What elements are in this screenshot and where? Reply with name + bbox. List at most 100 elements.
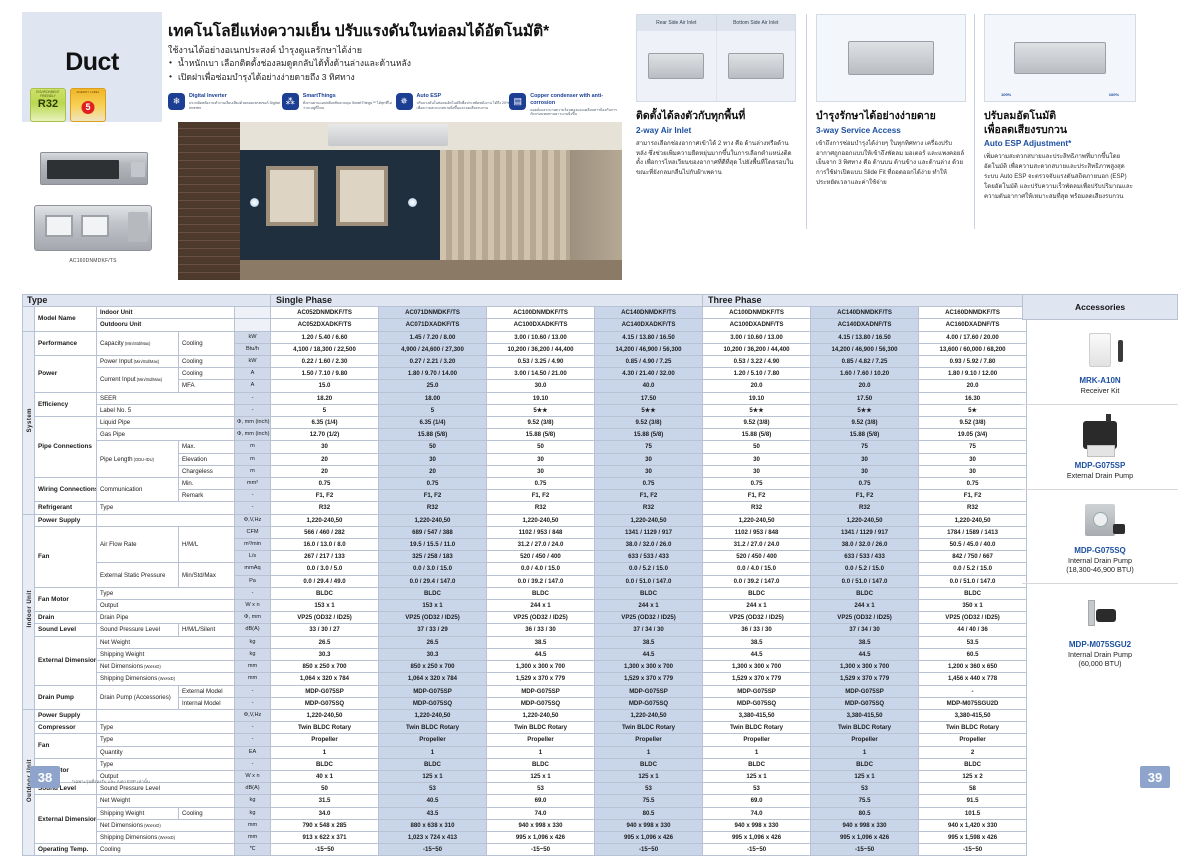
product-caption: AC160DNMDKF/TS — [69, 258, 117, 264]
spec-value: 1,220-240,50 — [378, 708, 487, 723]
spec-value: 36 / 33 / 30 — [702, 623, 812, 637]
spec-value: 350 x 1 — [918, 599, 1028, 613]
spec-value: 1 — [810, 745, 920, 759]
spec-subgroup-label: Type — [96, 721, 235, 735]
energy-badge-top: ENERGY LABEL — [76, 90, 100, 94]
spec-value: 30 — [593, 464, 704, 479]
unit-cell: - — [234, 757, 271, 771]
spec-value: 0.0 / 3.0 / 5.0 — [270, 562, 379, 576]
spec-row: Fan Air Flow Rate H/M/L CFM 566 / 460 / 282 6… — [23, 525, 1028, 588]
unit-cell: - — [234, 403, 271, 418]
model-name-row: Outdooru Unit AC052DXADKF/TS AC071DXADKF/T… — [23, 318, 1028, 332]
rear-inlet-illustration — [637, 31, 717, 101]
accessory-item[interactable]: MDP-G075SP External Drain Pump — [1022, 405, 1178, 490]
spec-value: 37 / 34 / 30 — [810, 623, 920, 637]
spec-value: 325 / 258 / 183 — [378, 550, 487, 564]
certification-badges: ENVIRONMENT FRIENDLY R32 ENERGY LABEL 5 — [30, 88, 106, 122]
brick-wall — [178, 122, 240, 280]
esp-badge-value: 100% — [1108, 92, 1119, 97]
spec-value: 244 x 1 — [593, 599, 704, 613]
spec-value: Propeller — [593, 733, 704, 747]
spec-value: 69.0 — [486, 794, 595, 808]
unit-cell: m³/min — [234, 538, 271, 552]
spec-subgroup-label: Type — [96, 501, 235, 515]
spec-value: 0.0 / 39.2 / 147.0 — [702, 574, 812, 588]
fan-pressure-icon: ✵ — [395, 93, 413, 110]
unit-cell — [234, 306, 271, 320]
spec-group-label: Drain — [34, 611, 97, 625]
esp-illustration: 100% 100% — [985, 15, 1135, 101]
spec-value: 37 / 34 / 30 — [593, 623, 704, 637]
unit-cell: kW — [234, 330, 271, 344]
model-code: AC100DNMDKF/TS — [702, 306, 812, 320]
tech-icon-row: ❄ Digital Inverter ประหยัดพลังงานทำงานเง… — [168, 93, 623, 117]
spec-value: MDP-G075SP — [270, 684, 379, 698]
spec-value: BLDC — [486, 757, 595, 771]
spec-value: 9.52 (3/8) — [810, 416, 920, 430]
spec-value: BLDC — [810, 757, 920, 771]
accessory-item[interactable]: MDP-G075SQ Internal Drain Pump (18,300-4… — [1022, 490, 1178, 584]
spec-value: 30 — [810, 464, 920, 479]
auto-esp-diagram: 100% 100% — [984, 14, 1136, 102]
spec-value: 20.0 — [810, 379, 920, 393]
spec-value: MDP-G075SP — [810, 684, 920, 698]
card-title: ติดตั้งได้ลงตัวกับทุกพื้นที่ — [636, 110, 746, 122]
spec-value: 53.5 — [918, 635, 1028, 649]
spec-value: MDP-G075SP — [486, 684, 595, 698]
spec-subgroup-label: Capacity (Min/Std/Max) — [96, 330, 179, 357]
spec-value: Twin BLDC Rotary — [702, 721, 812, 735]
spec-value: 26.5 — [378, 635, 487, 649]
grille — [47, 160, 119, 179]
spec-subgroup-label: Type — [96, 733, 235, 747]
spec-value: Propeller — [270, 733, 379, 747]
energy-badge-level: 5 — [81, 101, 95, 114]
tech-feature-auto-esp: ✵ Auto ESP ปรับแรงดันในท่อลมอัตโนมัติเพื… — [395, 93, 510, 117]
unit-cell: A — [234, 367, 271, 381]
spec-value: 1,529 x 370 x 779 — [593, 672, 704, 686]
accessory-item[interactable]: MRK-A10N Receiver Kit — [1022, 320, 1178, 405]
unit-cell: mm — [234, 818, 271, 832]
unit-cell: mmAq — [234, 562, 271, 576]
spec-subgroup-label: Drain Pipe — [96, 611, 235, 625]
spec-value: 995 x 1,096 x 426 — [810, 830, 920, 845]
spec-value: 1.50 / 7.10 / 9.80 — [270, 367, 379, 381]
spec-value: 80.5 — [810, 806, 920, 820]
spec-value: 3,380-415,50 — [702, 708, 812, 723]
spec-value: 10,200 / 36,200 / 44,400 — [486, 342, 595, 357]
spec-value: 30 — [378, 452, 487, 466]
spec-value: 0.93 / 5.92 / 7.80 — [918, 355, 1028, 369]
spec-value: 74.0 — [486, 806, 595, 820]
unit-cell: m — [234, 440, 271, 454]
spec-value: Propeller — [486, 733, 595, 747]
spec-value: 30 — [270, 440, 379, 454]
spec-value: 53 — [702, 782, 812, 796]
spec-value: VP25 (OD32 / ID25) — [702, 611, 812, 625]
spec-value: R32 — [270, 501, 379, 515]
side-cap — [131, 162, 145, 177]
tech-desc: ปรับแรงดันในท่อลมอัตโนมัติเพื่อประหยัดพล… — [416, 100, 510, 110]
spec-value: R32 — [810, 501, 920, 515]
accessory-item[interactable]: MDP-M075SGU2 Internal Drain Pump (60,000… — [1022, 584, 1178, 677]
spec-value: 1102 / 953 / 848 — [486, 525, 595, 540]
spec-value: 15.88 (5/8) — [378, 428, 487, 442]
spec-value: BLDC — [918, 586, 1028, 601]
unit-cell: - — [234, 586, 271, 601]
unit-cell: dB(A) — [234, 623, 271, 637]
diagram-label: Bottom Side Air Inlet — [716, 15, 795, 31]
spec-value: 58 — [918, 782, 1028, 796]
tech-feature-digital-inverter: ❄ Digital Inverter ประหยัดพลังงานทำงานเง… — [168, 93, 282, 117]
spec-group-label: Operating Temp. — [34, 843, 97, 856]
spec-value: 995 x 1,096 x 426 — [702, 830, 812, 845]
three-way-service-diagram — [816, 14, 966, 102]
unit-cell: - — [234, 391, 271, 405]
spec-value: 44.5 — [702, 647, 812, 662]
model-code: AC160DNMDKF/TS — [918, 306, 1028, 320]
spec-value: R32 — [918, 501, 1028, 515]
card-body: เพิ่มความสะดวกสบายและประสิทธิภาพที่มากขึ… — [984, 153, 1133, 200]
spec-value: MDP-G075SQ — [270, 696, 379, 710]
spec-value: VP25 (OD32 / ID25) — [378, 611, 487, 625]
spec-value: 40.0 — [593, 379, 704, 393]
spec-value: 0.75 — [593, 477, 704, 491]
outdoor-unit-label: Outdooru Unit — [96, 318, 235, 332]
spec-value: MDP-G075SQ — [486, 696, 595, 710]
